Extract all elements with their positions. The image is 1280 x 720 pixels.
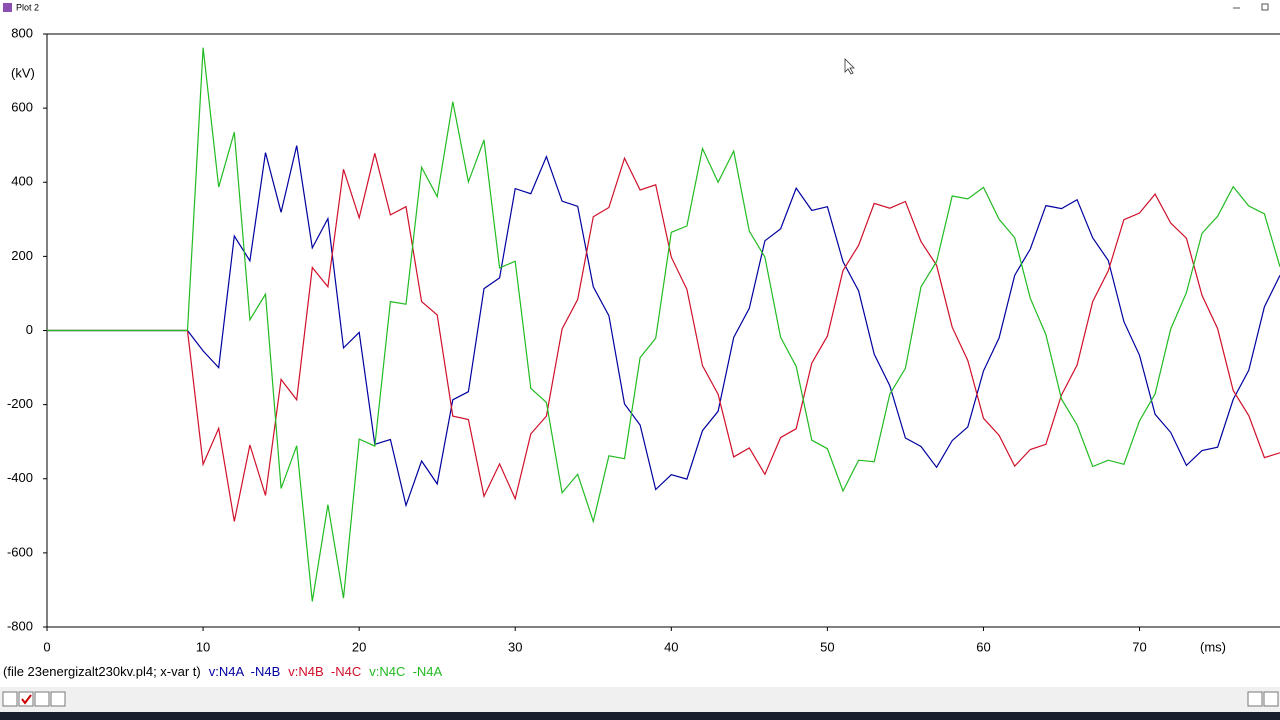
app-icon bbox=[3, 3, 12, 12]
x-tick-label: 20 bbox=[352, 639, 366, 654]
y-tick-label: -200 bbox=[7, 396, 33, 411]
x-axis-unit: (ms) bbox=[1200, 639, 1226, 654]
y-axis-unit: (kV) bbox=[11, 65, 35, 80]
y-tick-label: -800 bbox=[7, 618, 33, 633]
y-tick-label: 600 bbox=[11, 100, 33, 115]
tool-button[interactable] bbox=[1263, 691, 1279, 707]
x-tick-label: 40 bbox=[664, 639, 678, 654]
y-tick-label: 200 bbox=[11, 248, 33, 263]
tool-button[interactable] bbox=[34, 691, 50, 707]
y-tick-label: -600 bbox=[7, 544, 33, 559]
tool-button[interactable] bbox=[1247, 691, 1263, 707]
series-line bbox=[47, 145, 1280, 508]
y-tick-label: 400 bbox=[11, 174, 33, 189]
legend-entry: v:N4A -N4B bbox=[208, 664, 281, 679]
toolbar bbox=[0, 687, 1280, 712]
x-tick-label: 30 bbox=[508, 639, 522, 654]
check-icon bbox=[21, 694, 32, 705]
y-tick-label: 800 bbox=[11, 25, 33, 40]
tool-button[interactable] bbox=[2, 691, 18, 707]
series-line bbox=[47, 153, 1280, 522]
tool-button[interactable] bbox=[50, 691, 66, 707]
title-bar bbox=[0, 0, 1280, 17]
window-title: Plot 2 bbox=[16, 2, 39, 12]
x-tick-label: 50 bbox=[820, 639, 834, 654]
mouse-cursor bbox=[844, 58, 855, 75]
legend-entry: v:N4C -N4A bbox=[369, 664, 443, 679]
x-tick-label: 60 bbox=[976, 639, 990, 654]
x-tick-label: 70 bbox=[1132, 639, 1146, 654]
x-tick-label: 10 bbox=[196, 639, 210, 654]
legend: (file 23energizalt230kv.pl4; x-var t) v:… bbox=[3, 664, 442, 679]
y-tick-label: 0 bbox=[26, 322, 33, 337]
taskbar bbox=[0, 712, 1280, 720]
restore-button[interactable] bbox=[1261, 3, 1269, 11]
legend-entry: v:N4B -N4C bbox=[288, 664, 362, 679]
y-tick-label: -400 bbox=[7, 470, 33, 485]
x-tick-label: 0 bbox=[43, 639, 50, 654]
series-line bbox=[47, 47, 1280, 602]
tool-button[interactable] bbox=[18, 691, 34, 707]
file-label: (file 23energizalt230kv.pl4; x-var t) bbox=[3, 664, 201, 679]
